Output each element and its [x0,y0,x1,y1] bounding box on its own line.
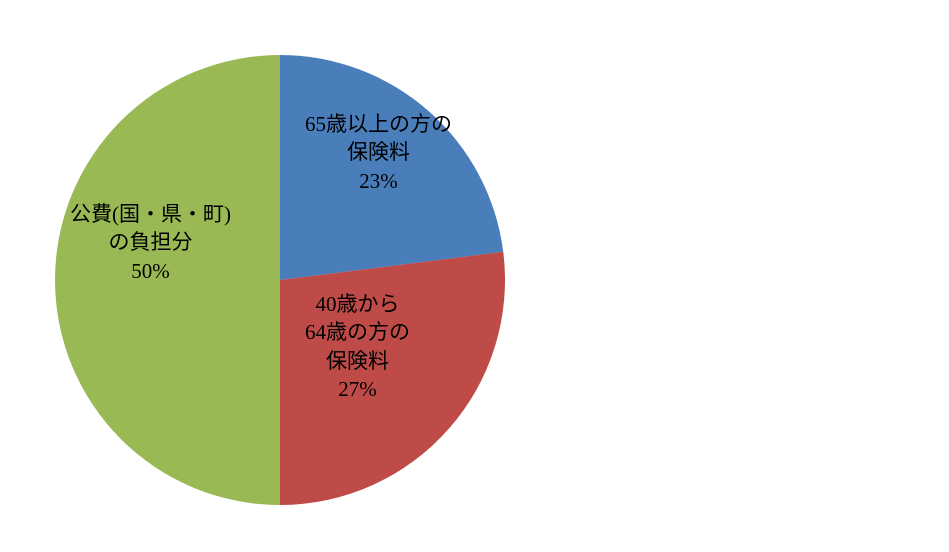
slice-label-2-line-2: 64歳の方の [305,320,410,344]
slice-label-3: 公費(国・県・町) の負担分 50% [70,200,231,285]
slice-label-2-line-3: 保険料 [326,349,389,373]
slice-label-2: 40歳から 64歳の方の 保険料 27% [305,290,410,403]
slice-label-3-line-1: 公費(国・県・町) [70,202,231,226]
pie-chart-container: 65歳以上の方の 保険料 23% 40歳から 64歳の方の 保険料 27% 公費… [0,0,949,552]
slice-label-1-line-1: 65歳以上の方の [305,112,452,136]
slice-label-2-line-1: 40歳から [316,292,400,316]
slice-label-1: 65歳以上の方の 保険料 23% [305,110,452,195]
slice-label-2-line-4: 27% [338,377,377,401]
slice-label-1-line-3: 23% [359,169,398,193]
slice-label-1-line-2: 保険料 [347,140,410,164]
slice-label-3-line-3: 50% [131,259,170,283]
slice-label-3-line-2: の負担分 [109,230,193,254]
